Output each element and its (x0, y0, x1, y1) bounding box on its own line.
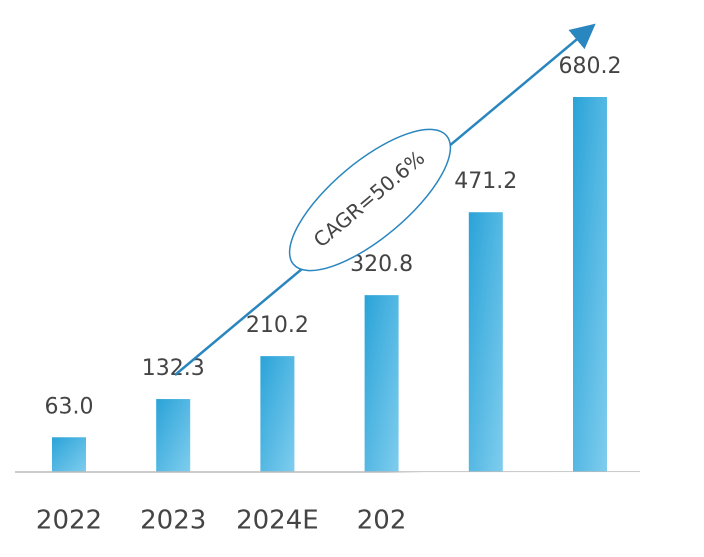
cagr-ellipse (288, 128, 452, 272)
x-tick-label: 2022 (36, 506, 102, 536)
fade-overlay (385, 472, 704, 557)
x-tick-label: 2024E (236, 506, 319, 536)
bar (468, 212, 503, 473)
bar (52, 437, 86, 472)
x-tick-label: 2023 (140, 506, 206, 536)
x-tick-label: 202 (357, 506, 407, 536)
bar (260, 356, 295, 472)
value-label: 320.8 (350, 252, 413, 277)
value-label: 680.2 (559, 54, 622, 79)
value-label: 132.3 (142, 356, 205, 381)
value-label: 471.2 (454, 169, 517, 194)
x-axis: 2022 2023 2024E 202 (36, 506, 407, 536)
bar (364, 295, 399, 472)
value-label: 63.0 (45, 394, 94, 419)
value-label: 210.2 (246, 313, 309, 338)
bar (573, 97, 607, 472)
bar (156, 399, 191, 472)
